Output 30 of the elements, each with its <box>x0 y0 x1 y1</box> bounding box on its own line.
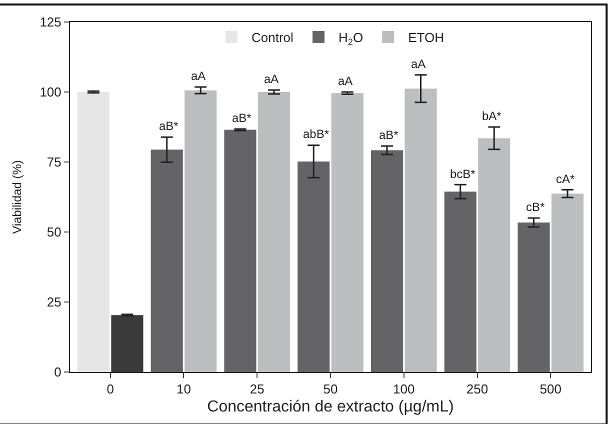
y-tick-label: 50 <box>46 224 62 240</box>
x-tick-label: 0 <box>106 382 114 397</box>
data-label: cB* <box>526 200 546 214</box>
data-label: bcB* <box>450 167 476 181</box>
data-label: aA <box>191 69 206 83</box>
data-label: aA <box>411 57 426 71</box>
legend-label: ETOH <box>408 30 444 46</box>
y-tick-label: 0 <box>54 364 62 380</box>
data-label: bA* <box>482 109 502 123</box>
data-label: cA* <box>556 172 576 186</box>
legend-label: H$_{2}$O <box>338 30 364 47</box>
data-label: aA <box>338 74 353 88</box>
y-tick-label: 75 <box>46 154 62 170</box>
x-tick-label: 250 <box>466 382 488 397</box>
data-label: aB* <box>379 128 399 142</box>
x-axis-title: Concentración de extracto (µg/mL) <box>207 398 454 416</box>
legend-label: Control <box>252 30 294 46</box>
x-tick-label: 25 <box>250 382 264 397</box>
x-tick-label: 10 <box>176 382 191 397</box>
data-label: abB* <box>303 127 330 141</box>
y-tick-label: 100 <box>40 84 62 100</box>
y-tick-label: 25 <box>46 294 62 310</box>
y-axis-title: Viabilidad (%) <box>10 160 24 234</box>
data-label: aA <box>264 72 279 86</box>
data-label: aB* <box>159 119 179 133</box>
x-tick-label: 500 <box>540 382 562 397</box>
x-tick-label: 100 <box>393 382 415 397</box>
y-tick-label: 125 <box>40 14 62 30</box>
x-tick-label: 50 <box>323 382 338 397</box>
data-label: aB* <box>232 111 252 125</box>
